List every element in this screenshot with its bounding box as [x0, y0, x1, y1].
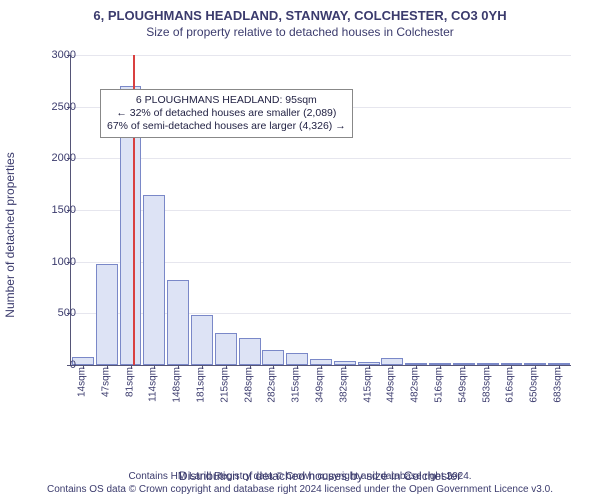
gridline-h	[71, 55, 571, 56]
page-title: 6, PLOUGHMANS HEADLAND, STANWAY, COLCHES…	[0, 0, 600, 23]
y-axis-label: Number of detached properties	[3, 152, 17, 317]
xtick-label: 248sqm	[243, 367, 254, 403]
gridline-h	[71, 158, 571, 159]
footer: Contains HM Land Registry data © Crown c…	[0, 470, 600, 496]
ytick-label: 2500	[36, 101, 76, 113]
xtick-label: 583sqm	[481, 367, 492, 403]
xtick-label: 47sqm	[100, 367, 111, 397]
ytick-label: 1500	[36, 204, 76, 216]
histogram-bar	[215, 333, 237, 365]
xtick-label: 516sqm	[434, 367, 445, 403]
histogram-bar	[239, 338, 261, 365]
xtick-label: 114sqm	[148, 367, 159, 402]
ytick-label: 0	[36, 359, 76, 371]
xtick-label: 616sqm	[505, 367, 516, 403]
xtick-label: 148sqm	[172, 367, 183, 403]
xtick-label: 315sqm	[291, 367, 302, 403]
xtick-label: 181sqm	[195, 367, 206, 403]
annotation-line3: 67% of semi-detached houses are larger (…	[107, 120, 346, 133]
histogram-bar	[96, 264, 118, 365]
annotation-line1: 6 PLOUGHMANS HEADLAND: 95sqm	[107, 94, 346, 107]
xtick-label: 683sqm	[553, 367, 564, 403]
xtick-label: 482sqm	[410, 367, 421, 403]
ytick-label: 3000	[36, 49, 76, 61]
xtick-label: 349sqm	[315, 367, 326, 403]
histogram-bar	[286, 353, 308, 365]
footer-line1: Contains HM Land Registry data © Crown c…	[0, 470, 600, 483]
xtick-label: 382sqm	[338, 367, 349, 403]
histogram-bar	[262, 350, 284, 366]
xtick-label: 650sqm	[529, 367, 540, 403]
annotation-box: 6 PLOUGHMANS HEADLAND: 95sqm ← 32% of de…	[100, 89, 353, 138]
histogram-bar	[143, 195, 165, 366]
xtick-label: 415sqm	[362, 367, 373, 403]
footer-line2: Contains OS data © Crown copyright and d…	[0, 483, 600, 496]
histogram-bar	[191, 315, 213, 365]
xtick-label: 215sqm	[219, 367, 230, 403]
ytick-label: 500	[36, 307, 76, 319]
xtick-label: 449sqm	[386, 367, 397, 403]
chart-container: Number of detached properties Distributi…	[20, 45, 580, 425]
ytick-label: 2000	[36, 152, 76, 164]
xtick-label: 14sqm	[76, 367, 87, 397]
ytick-label: 1000	[36, 256, 76, 268]
page-subtitle: Size of property relative to detached ho…	[0, 23, 600, 39]
histogram-bar	[381, 358, 403, 365]
annotation-line2: ← 32% of detached houses are smaller (2,…	[107, 107, 346, 120]
xtick-label: 282sqm	[267, 367, 278, 403]
xtick-label: 81sqm	[124, 367, 135, 397]
histogram-bar	[167, 280, 189, 365]
xtick-label: 549sqm	[457, 367, 468, 403]
